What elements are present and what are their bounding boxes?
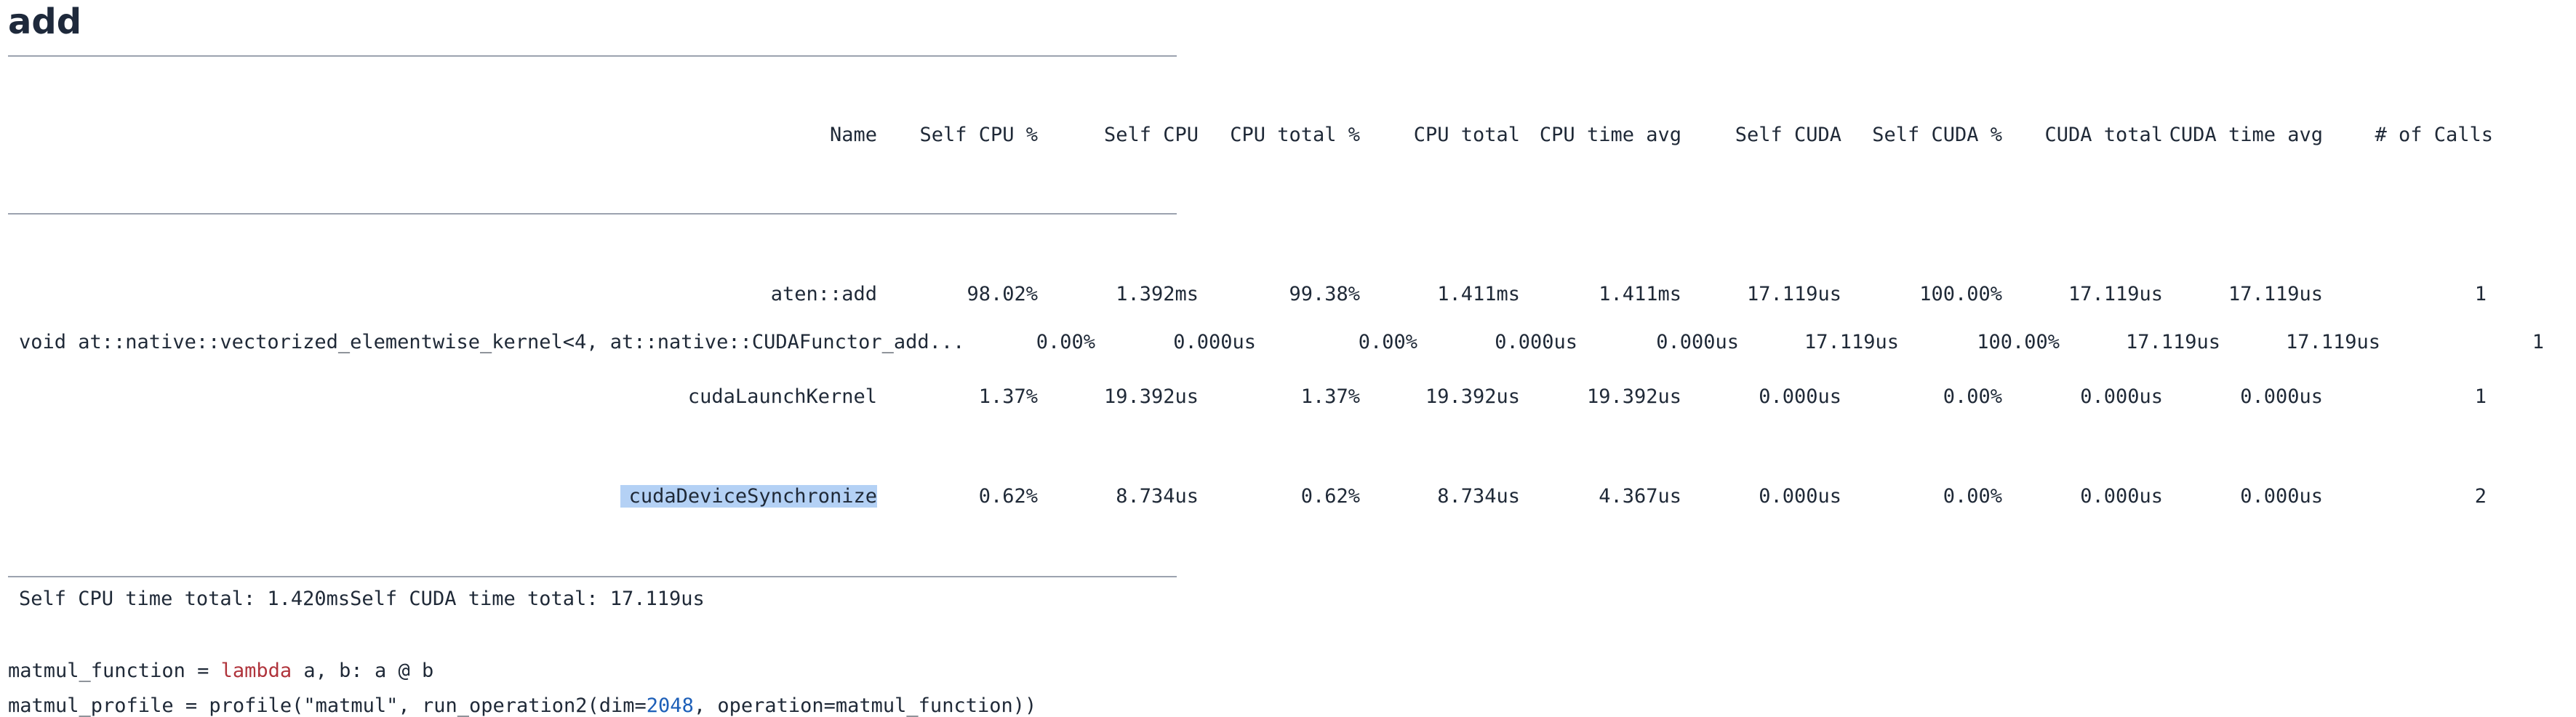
row-cell: 0.62% (978, 485, 1038, 508)
row-cell: 1.37% (1300, 385, 1360, 408)
column-header-self-cuda-pct: Self CUDA % (1872, 124, 2002, 146)
column-header-self-cpu-pct: Self CPU % (919, 124, 1038, 146)
row-cell: 1.392ms (1116, 283, 1199, 305)
code-keyword: lambda (220, 660, 292, 682)
column-header-num-calls: # of Calls (2375, 124, 2493, 146)
row-cell: 0.62% (1300, 485, 1360, 508)
row-cell: 0.000us (2240, 385, 2323, 408)
row-cell: 98.02% (967, 283, 1038, 305)
row-cell: 1 (2532, 331, 2544, 353)
header-divider (8, 213, 1177, 215)
column-header-cpu-total: CPU total (1413, 124, 1520, 146)
row-cell: 1.37% (978, 385, 1038, 408)
code-line-2: matmul_profile = profile("matmul", run_o… (8, 694, 1036, 717)
row-cell: 19.392us (1586, 385, 1681, 408)
heading-divider (8, 55, 1177, 57)
row-cell: 1 (2474, 283, 2487, 305)
code-number: 2048 (646, 694, 694, 717)
row-cell: 0.000us (2080, 385, 2163, 408)
page-title: add (8, 1, 82, 42)
column-header-name: Name (829, 124, 877, 146)
row-cell: 17.119us (2228, 283, 2323, 305)
row-cell: 0.00% (1036, 331, 1095, 353)
row-cell: 0.000us (1495, 331, 1577, 353)
row-cell: 0.00% (1943, 385, 2002, 408)
row-cell: 1 (2474, 385, 2487, 408)
row-cell: 4.367us (1599, 485, 1681, 508)
row-cell: 8.734us (1116, 485, 1199, 508)
row-cell: 99.38% (1289, 283, 1360, 305)
row-cell: 17.119us (2285, 331, 2380, 353)
code-text: matmul_profile = profile("matmul", run_o… (8, 694, 647, 717)
row-cell: 100.00% (1919, 283, 2002, 305)
row-cell: 0.000us (2240, 485, 2323, 508)
column-header-self-cuda: Self CUDA (1735, 124, 1841, 146)
code-line-1: matmul_function = lambda a, b: a @ b (8, 660, 433, 683)
row-cell: 8.734us (1437, 485, 1520, 508)
row-cell: 100.00% (1977, 331, 2060, 353)
row-cell: 0.000us (1759, 385, 1841, 408)
row-name: void at::native::vectorized_elementwise_… (19, 331, 965, 353)
row-cell: 0.000us (1759, 485, 1841, 508)
row-cell: 17.119us (2125, 331, 2220, 353)
column-header-cuda-time-avg: CUDA time avg (2169, 124, 2323, 146)
row-cell: 0.00% (1943, 485, 2002, 508)
code-text: a, b: a @ b (292, 660, 434, 682)
row-name: aten::add (770, 283, 877, 305)
column-header-cpu-total-pct: CPU total % (1230, 124, 1360, 146)
table-bottom-divider (8, 576, 1177, 577)
row-cell: 1.411ms (1437, 283, 1520, 305)
column-header-cpu-time-avg: CPU time avg (1539, 124, 1681, 146)
selected-text-highlight[interactable]: cudaDeviceSynchronize (620, 485, 877, 508)
row-name[interactable]: cudaDeviceSynchronize (620, 485, 877, 508)
row-cell: 17.119us (1804, 331, 1899, 353)
row-cell: 0.000us (1173, 331, 1256, 353)
code-text: , operation=matmul_function)) (693, 694, 1037, 717)
row-cell: 17.119us (2068, 283, 2163, 305)
row-cell: 1.411ms (1599, 283, 1681, 305)
column-header-cuda-total: CUDA total (2044, 124, 2163, 146)
row-cell: 17.119us (1746, 283, 1841, 305)
row-cell: 19.392us (1425, 385, 1520, 408)
profile-totals: Self CPU time total: 1.420msSelf CUDA ti… (19, 588, 705, 610)
row-name: cudaLaunchKernel (687, 385, 877, 408)
row-cell: 19.392us (1103, 385, 1199, 408)
row-cell: 0.000us (2080, 485, 2163, 508)
code-text: matmul_function = (8, 660, 221, 682)
row-cell: 0.000us (1656, 331, 1739, 353)
column-header-self-cpu: Self CPU (1103, 124, 1199, 146)
row-cell: 2 (2474, 485, 2487, 508)
row-cell: 0.00% (1358, 331, 1417, 353)
